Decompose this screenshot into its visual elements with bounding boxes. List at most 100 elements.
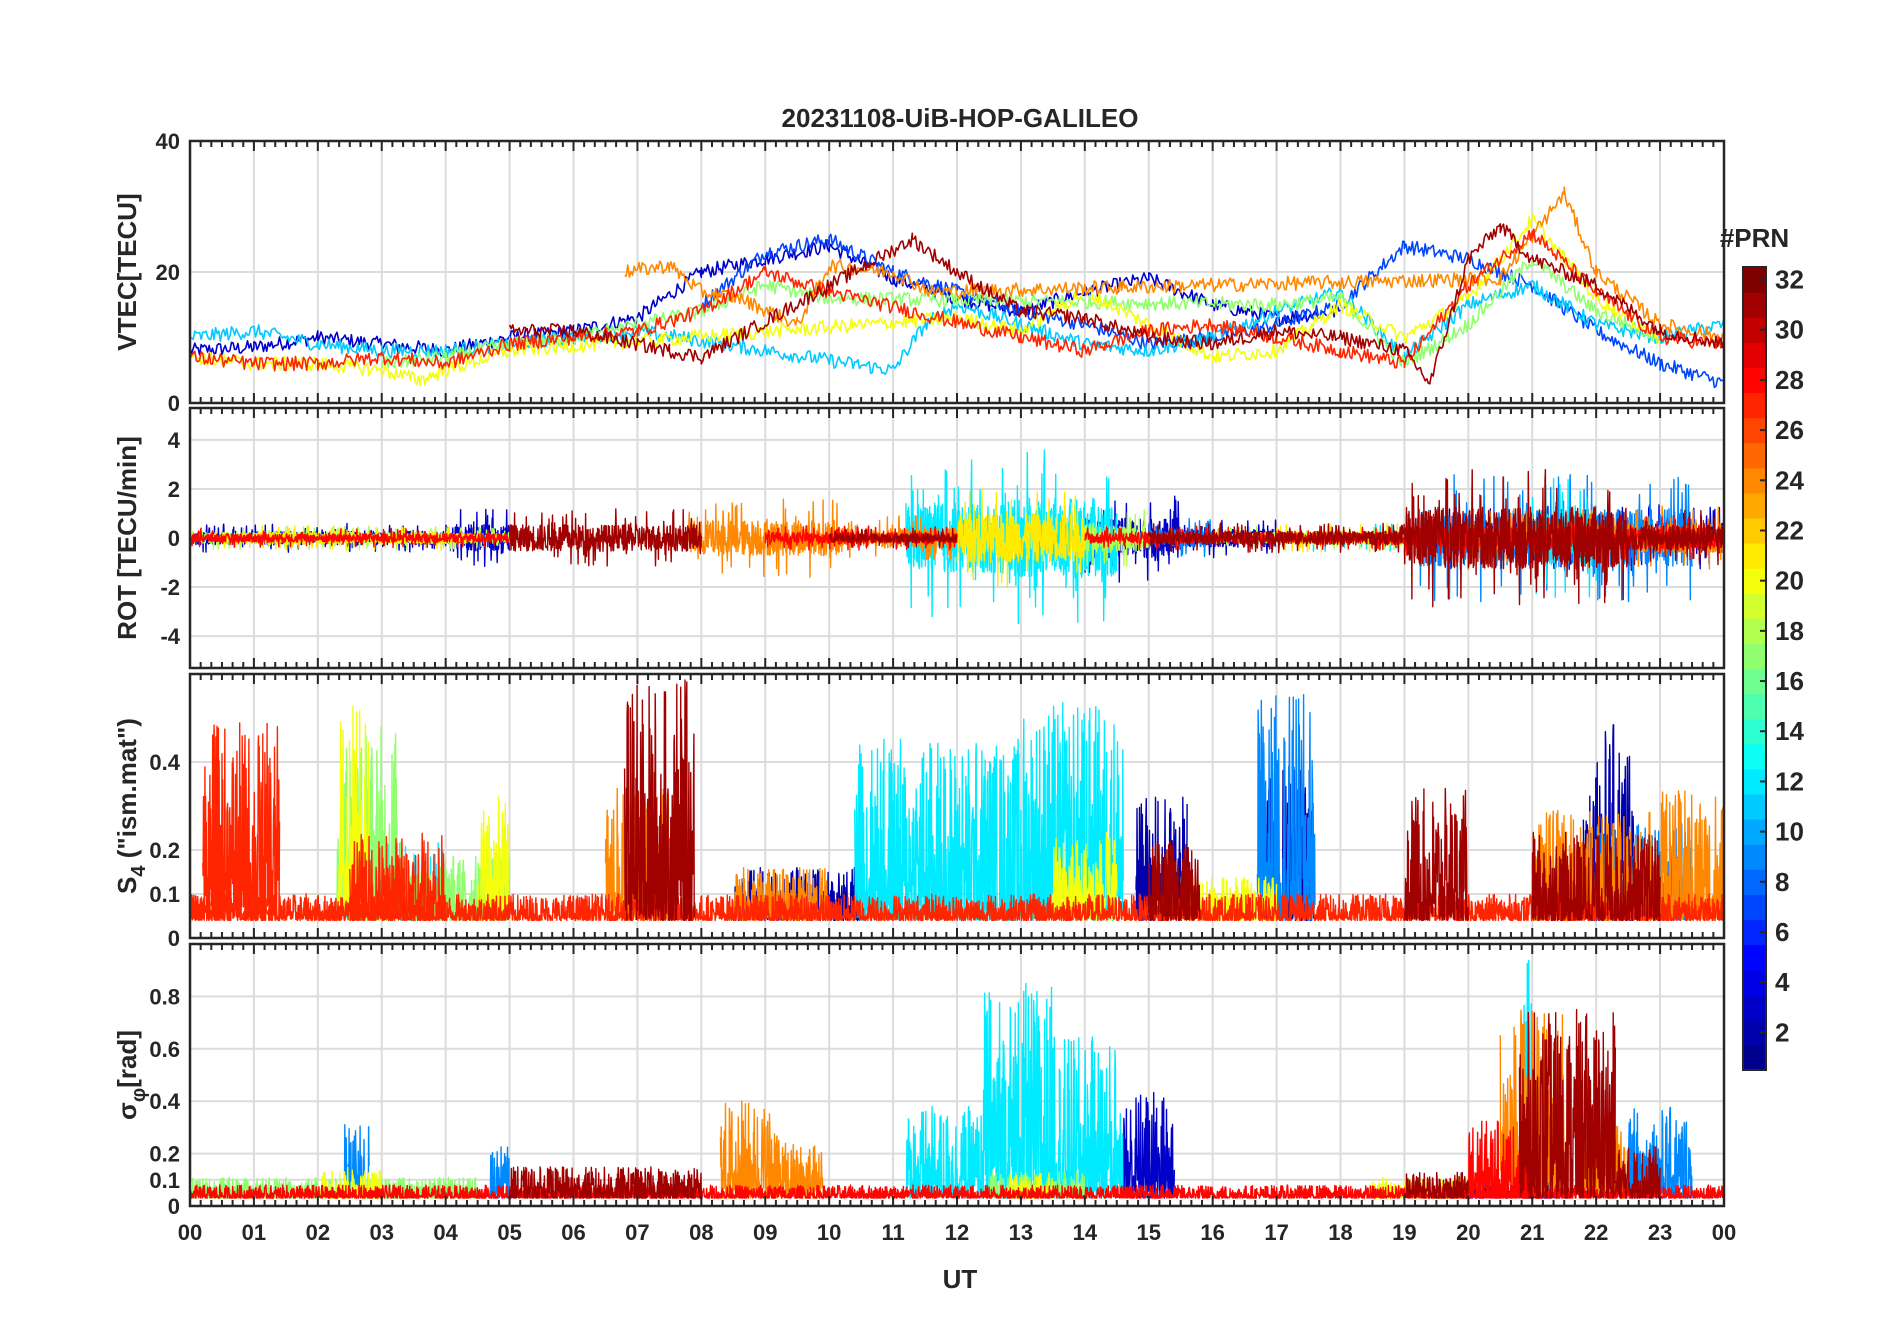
colorbar-tick-label: 10 — [1775, 817, 1804, 847]
panel-data — [190, 186, 1724, 389]
series-prn-31 — [1403, 468, 1629, 608]
colorbar-band-11 — [1743, 793, 1766, 820]
y-tick-label: -4 — [160, 624, 180, 649]
colorbar-band-5 — [1743, 944, 1766, 971]
x-tick-label: 15 — [1137, 1220, 1161, 1245]
colorbar-tick-label: 24 — [1775, 465, 1804, 495]
vtec-series-prn-20 — [190, 213, 1661, 386]
series-prn-31 — [1403, 1171, 1469, 1199]
x-tick-label: 23 — [1648, 1220, 1672, 1245]
x-tick-label: 10 — [817, 1220, 841, 1245]
panel-4: 00.10.2 0.4 0.6 0.8 σφ[rad] 00 01 02 03 04 05 06 07 0… — [112, 942, 1736, 1245]
colorbar-band-4 — [1743, 969, 1766, 996]
panel-3: 00.10.20.4S4 ("ism.mat") — [112, 672, 1726, 951]
panel-2: -4 -2 0 2 4 ROT [TECU/min] — [112, 406, 1726, 670]
panel-ticks — [189, 141, 1725, 403]
panel-ticks — [189, 408, 1725, 668]
panel-data — [190, 449, 1724, 625]
colorbar-tick-label: 26 — [1775, 415, 1804, 445]
series-prn-31 — [1403, 787, 1469, 922]
y-axis-label-rest: [rad] — [112, 1030, 142, 1088]
colorbar-tick-label: 12 — [1775, 766, 1804, 796]
y-tick-label: 0.1 — [149, 882, 180, 907]
y-tick-label: 0.4 — [149, 1089, 180, 1114]
x-tick-label: 16 — [1200, 1220, 1224, 1245]
series-prn-31 — [508, 1166, 702, 1199]
x-tick-label: 09 — [753, 1220, 777, 1245]
colorbar-band-18 — [1743, 618, 1766, 645]
panel-1: 0 20 40 VTEC[TECU] — [112, 129, 1726, 416]
vtec-series-prn-24 — [624, 186, 1724, 345]
colorbar-tick-label: 2 — [1775, 1017, 1789, 1047]
y-tick-label: 4 — [168, 428, 181, 453]
colorbar-band-17 — [1743, 643, 1766, 670]
colorbar-band-10 — [1743, 819, 1766, 845]
series-prn-31 — [1531, 831, 1661, 922]
colorbar-band-9 — [1743, 844, 1766, 870]
colorbar-tick-label: 4 — [1775, 967, 1790, 997]
colorbar-band-8 — [1743, 869, 1766, 895]
y-axis-label-sub: 4 — [128, 865, 150, 877]
x-tick-label: 02 — [306, 1220, 330, 1245]
y-axis-label: ROT [TECU/min] — [112, 436, 142, 640]
colorbar-tick-label: 18 — [1775, 616, 1804, 646]
series-prn-28 — [1084, 525, 1406, 551]
x-tick-label: 13 — [1009, 1220, 1033, 1245]
y-tick-label: 0.1 — [149, 1168, 180, 1193]
chart-title: 20231108-UiB-HOP-GALILEO — [782, 103, 1139, 133]
x-tick-label: 19 — [1392, 1220, 1416, 1245]
x-tick-label: 22 — [1584, 1220, 1608, 1245]
series-prn-24 — [719, 1100, 779, 1199]
y-axis-label: VTEC[TECU] — [112, 193, 142, 350]
colorbar-tick-label: 16 — [1775, 666, 1804, 696]
y-tick-label: 40 — [156, 129, 180, 154]
series-prn-12 — [854, 738, 1022, 922]
vtec-series-prn-31 — [508, 223, 1724, 385]
series-prn-31 — [623, 679, 696, 922]
series-prn-12 — [905, 459, 1009, 618]
colorbar-band-2 — [1743, 1019, 1766, 1046]
colorbar-band-22 — [1743, 517, 1766, 544]
y-tick-label: 0 — [168, 1194, 180, 1219]
colorbar-tick-label: 28 — [1775, 365, 1804, 395]
series-prn-31 — [1614, 1145, 1661, 1199]
colorbar-band-6 — [1743, 919, 1766, 946]
colorbar-tick-label: 22 — [1775, 515, 1804, 545]
vtec-series-prn-27 — [190, 228, 1724, 372]
series-prn-12 — [905, 1105, 984, 1199]
series-prn-27 — [202, 722, 281, 922]
y-tick-label: 0 — [168, 926, 180, 951]
series-prn-28 — [190, 527, 511, 549]
colorbar-band-7 — [1743, 894, 1766, 921]
colorbar-band-29 — [1743, 342, 1766, 368]
colorbar-band-25 — [1743, 442, 1766, 469]
panel-ticks — [189, 944, 1725, 1206]
colorbar-band-27 — [1743, 392, 1766, 419]
series-prn-9 — [489, 1146, 511, 1199]
y-axis-label-sub: φ — [128, 1088, 150, 1102]
x-tick-label: 17 — [1264, 1220, 1288, 1245]
panel-grid — [189, 944, 1725, 1207]
series-prn-31 — [828, 527, 958, 549]
colorbar-tick-label: 32 — [1775, 265, 1804, 295]
series-prn-31 — [1627, 509, 1724, 566]
series-prn-27 — [190, 893, 1724, 922]
colorbar-band-12 — [1743, 768, 1766, 795]
series-prn-18 — [1084, 509, 1150, 567]
colorbar-band-3 — [1743, 994, 1766, 1021]
x-tick-label: 11 — [881, 1220, 904, 1245]
colorbar-band-28 — [1743, 367, 1766, 394]
x-tick-label: 05 — [497, 1220, 521, 1245]
colorbar-tick-label: 8 — [1775, 867, 1789, 897]
y-tick-label: -2 — [160, 575, 180, 600]
colorbar-tick-label: 14 — [1775, 716, 1804, 746]
colorbar-band-19 — [1743, 593, 1766, 619]
y-tick-label: 0.6 — [149, 1037, 180, 1062]
series-prn-20 — [336, 705, 370, 922]
colorbar-band-24 — [1743, 467, 1766, 494]
series-prn-31 — [1518, 1008, 1616, 1199]
colorbar-band-32 — [1743, 267, 1766, 293]
colorbar-frame — [1742, 266, 1767, 1071]
colorbar-tick-label: 6 — [1775, 917, 1789, 947]
